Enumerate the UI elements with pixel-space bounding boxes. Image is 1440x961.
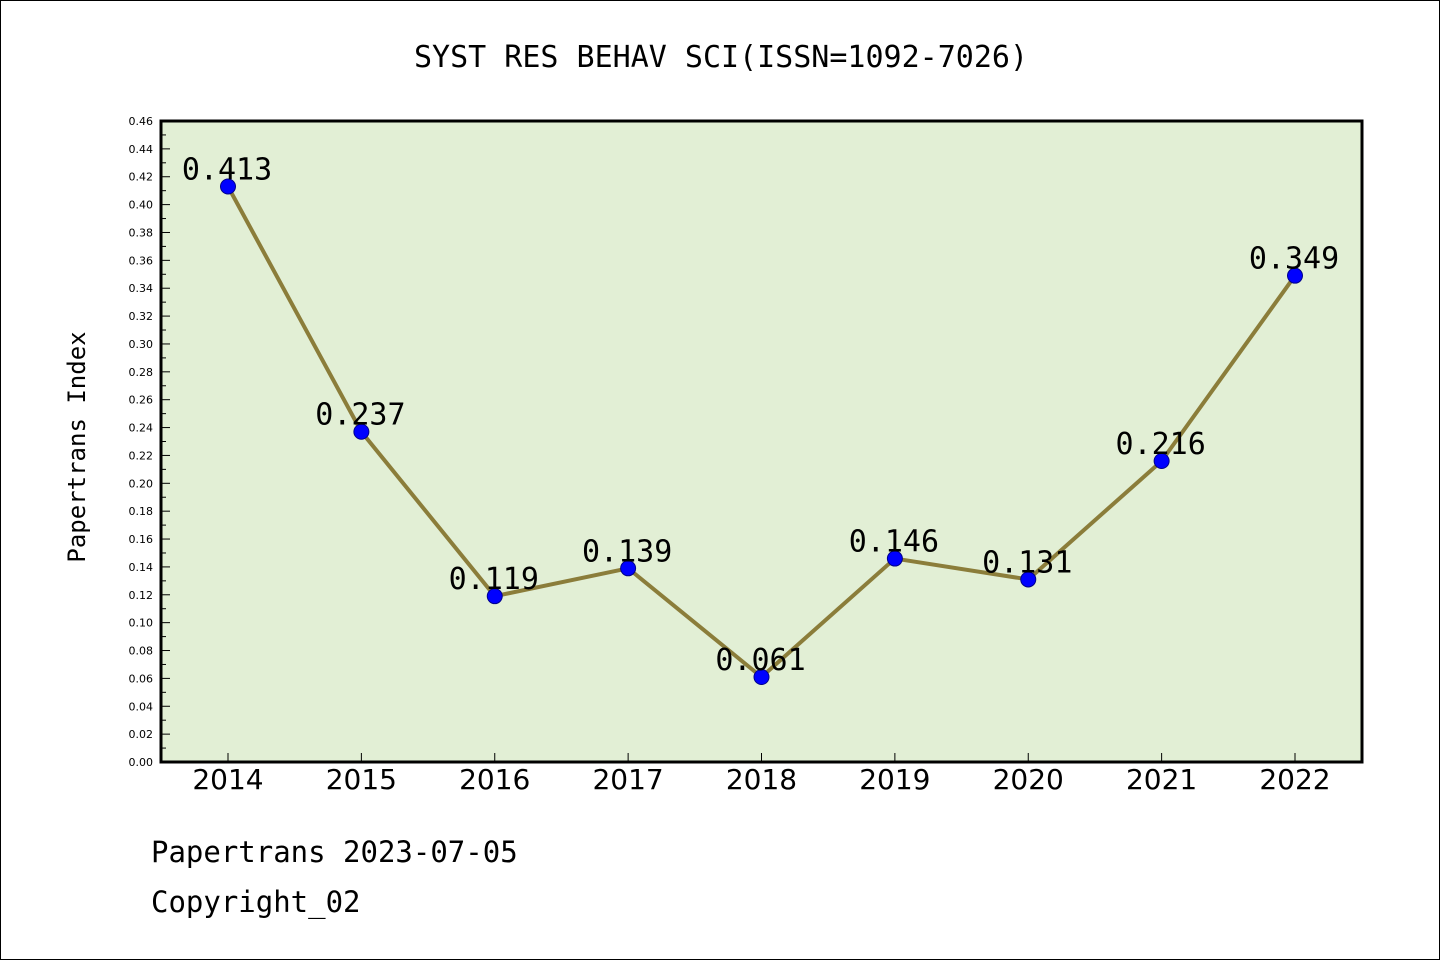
y-tick-label: 0.06	[129, 672, 154, 685]
data-label: 0.237	[315, 398, 405, 433]
data-point	[886, 550, 903, 567]
y-tick-label: 0.22	[129, 449, 154, 462]
chart-title: SYST RES BEHAV SCI(ISSN=1092-7026)	[414, 40, 1028, 75]
data-point	[620, 560, 637, 577]
y-tick-label: 0.16	[129, 533, 154, 546]
x-tick-label: 2015	[326, 763, 397, 796]
x-tick-label: 2018	[726, 763, 797, 796]
x-tick-label: 2014	[192, 763, 263, 796]
y-tick-label: 0.26	[129, 394, 154, 407]
y-tick-label: 0.02	[129, 728, 154, 741]
y-tick-label: 0.30	[129, 338, 154, 351]
data-point	[753, 668, 770, 685]
x-tick-label: 2021	[1126, 763, 1197, 796]
y-axis-ticks: 0.00 0.02 0.04 0.06 0.08 0.10 0.12 0.14 0.16 0.18…	[129, 115, 170, 769]
y-tick-label: 0.14	[129, 561, 154, 574]
data-point	[486, 588, 503, 605]
y-axis-label: Papertrans Index	[63, 331, 91, 562]
y-tick-label: 0.04	[129, 700, 154, 713]
x-axis-ticks: 2014 2015 2016 2017 2018 2019 2020 2021 2022	[192, 753, 1331, 796]
y-tick-label: 0.44	[129, 143, 154, 156]
data-point	[220, 178, 236, 195]
data-label: 0.131	[982, 545, 1072, 580]
data-label: 0.119	[449, 562, 539, 597]
x-tick-label: 2017	[592, 763, 663, 796]
data-label: 0.139	[582, 534, 672, 569]
y-tick-label: 0.42	[129, 171, 154, 184]
y-tick-label: 0.46	[129, 115, 154, 128]
x-tick-label: 2022	[1259, 763, 1330, 796]
y-tick-label: 0.00	[129, 756, 154, 769]
y-tick-label: 0.18	[129, 505, 154, 518]
y-tick-label: 0.28	[129, 366, 154, 379]
data-label: 0.061	[715, 643, 805, 678]
data-label: 0.349	[1249, 242, 1339, 277]
x-tick-label: 2020	[993, 763, 1064, 796]
data-label: 0.146	[849, 525, 939, 560]
data-point	[1153, 453, 1170, 470]
y-tick-label: 0.10	[129, 617, 154, 630]
y-tick-label: 0.08	[129, 645, 154, 658]
footer-copyright: Copyright_02	[151, 885, 361, 919]
y-tick-label: 0.34	[129, 282, 154, 295]
data-label: 0.413	[182, 152, 272, 187]
x-tick-label: 2019	[859, 763, 930, 796]
y-tick-label: 0.12	[129, 589, 154, 602]
y-tick-label: 0.32	[129, 310, 154, 323]
y-tick-label: 0.36	[129, 254, 154, 267]
y-tick-label: 0.38	[129, 226, 154, 239]
series-layer: 0.413 0.237 0.119 0.139 0.061 0.146 0.131 0.216…	[182, 152, 1339, 685]
plot-area	[159, 119, 1364, 764]
data-point	[1020, 571, 1037, 588]
y-tick-label: 0.20	[129, 477, 154, 490]
data-label: 0.216	[1115, 427, 1205, 462]
data-point	[353, 423, 370, 440]
x-tick-label: 2016	[459, 763, 530, 796]
data-point	[1287, 267, 1303, 284]
footer-date: Papertrans 2023-07-05	[151, 835, 518, 869]
y-tick-label: 0.24	[129, 422, 154, 435]
y-tick-label: 0.40	[129, 199, 154, 212]
